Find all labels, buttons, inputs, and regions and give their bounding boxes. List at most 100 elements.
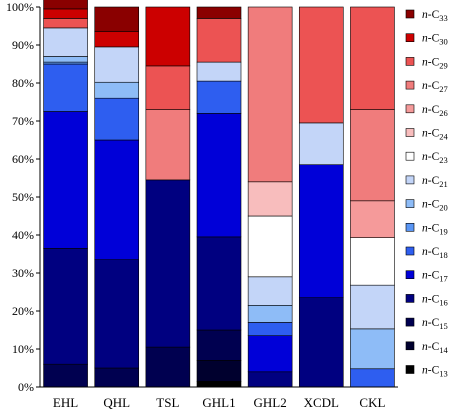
legend-swatch [405, 365, 415, 374]
bar-segment-GHL2-n-C16 [247, 371, 293, 388]
legend-label: n-C20 [422, 199, 448, 213]
x-tick-label: TSL [156, 395, 179, 410]
bar-segment-GHL2-n-C27 [247, 6, 293, 183]
legend-item: n-C17 [405, 270, 448, 284]
bar-segment-GHL1-n-C18 [196, 80, 242, 114]
legend-item: n-C26 [405, 104, 448, 118]
legend: n-C33 n-C30 n-C29 n-C27 n-C26 n-C24 n-C23 n-C21… [405, 9, 449, 379]
y-tick-label: 90% [12, 38, 34, 52]
y-tick-label: 30% [12, 266, 34, 280]
legend-label: n-C33 [422, 9, 448, 23]
legend-label: n-C21 [422, 175, 448, 189]
legend-item: n-C20 [405, 199, 448, 213]
bar-segment-GHL1-n-C33 [196, 6, 242, 19]
legend-swatch [405, 223, 415, 232]
bar-segment-GHL1-n-C29 [196, 18, 242, 63]
y-tick-label: 10% [12, 342, 34, 356]
legend-item: n-C15 [405, 317, 448, 331]
bar-segment-QHL-n-C21 [94, 46, 140, 83]
legend-swatch [405, 104, 415, 114]
legend-swatch [405, 128, 415, 137]
y-tick-label: 50% [12, 190, 34, 204]
legend-swatch [405, 151, 415, 161]
bar-segment-TSL-n-C27 [145, 109, 191, 181]
bar-segment-QHL-n-C30 [94, 31, 140, 48]
legend-item: n-C30 [405, 33, 448, 47]
bar-segment-EHL-n-C30 [43, 8, 88, 19]
bar-segment-GHL1-n-C16 [196, 236, 242, 331]
y-axis: 0% 10% 20% 30% 40% 50% 60% 70% 80% 90% 100% [6, 0, 41, 394]
x-tick-label: GHL2 [254, 395, 287, 410]
legend-swatch [405, 270, 415, 280]
bar-segment-TSL-n-C29 [145, 65, 191, 110]
bar-segment-GHL2-n-C17 [247, 335, 293, 373]
bar-segment-GHL1-n-C13 [196, 380, 242, 388]
x-tick-label: CKL [359, 395, 385, 410]
legend-label: n-C29 [422, 56, 448, 70]
bar-segment-QHL-n-C16 [94, 259, 140, 369]
legend-label: n-C27 [422, 80, 448, 94]
bar-segment-QHL-n-C20 [94, 81, 140, 99]
bar-segment-GHL2-n-C24 [247, 181, 293, 217]
bar-segment-QHL-n-C15 [94, 367, 140, 388]
legend-item: n-C16 [405, 293, 448, 307]
legend-swatch [405, 9, 415, 19]
legend-label: n-C26 [422, 104, 448, 118]
y-tick-label: 70% [12, 114, 34, 128]
legend-label: n-C24 [422, 128, 449, 142]
bar-segment-TSL-n-C15 [145, 346, 191, 388]
bar-segment-EHL-n-C18 [43, 63, 88, 112]
legend-item: n-C24 [405, 128, 449, 142]
legend-swatch [405, 294, 415, 303]
bar-segment-TSL-n-C16 [145, 179, 191, 348]
bar-segment-CKL-n-C20 [350, 328, 395, 370]
legend-item: n-C14 [405, 341, 449, 355]
bar-segment-GHL1-n-C17 [196, 113, 242, 238]
legend-swatch [405, 33, 415, 43]
y-tick-label: 100% [6, 0, 34, 14]
x-tick-label: XCDL [304, 395, 339, 410]
legend-label: n-C16 [422, 293, 448, 307]
legend-swatch [405, 199, 415, 208]
y-tick-label: 60% [12, 152, 34, 166]
legend-swatch [405, 57, 415, 66]
bar-segment-GHL2-n-C21 [247, 276, 293, 306]
legend-item: n-C13 [405, 365, 448, 379]
bar-segment-GHL1-n-C15 [196, 329, 242, 361]
bar-segment-CKL-n-C26 [350, 200, 395, 238]
bars [43, 0, 395, 388]
legend-label: n-C13 [422, 365, 448, 379]
x-tick-label: QHL [103, 395, 130, 410]
bar-segment-GHL1-n-C14 [196, 360, 242, 382]
legend-item: n-C23 [405, 151, 448, 165]
legend-item: n-C18 [405, 246, 448, 260]
legend-label: n-C19 [422, 222, 448, 236]
legend-label: n-C14 [422, 341, 449, 355]
legend-item: n-C29 [405, 56, 448, 70]
bar-segment-XCDL-n-C29 [298, 6, 344, 124]
legend-label: n-C17 [422, 270, 448, 284]
x-tick-label: GHL1 [202, 395, 235, 410]
bar-segment-CKL-n-C18 [350, 368, 395, 388]
bar-segment-EHL-n-C20 [43, 56, 88, 63]
bar-segment-GHL2-n-C18 [247, 322, 293, 336]
bar-segment-QHL-n-C18 [94, 97, 140, 141]
legend-swatch [405, 246, 415, 256]
bar-segment-XCDL-n-C17 [298, 164, 344, 298]
legend-swatch [405, 80, 415, 90]
legend-swatch [405, 175, 415, 185]
y-tick-label: 0% [18, 380, 34, 394]
bar-segment-CKL-n-C27 [350, 109, 395, 202]
legend-label: n-C30 [422, 33, 448, 47]
bar-segment-EHL-n-C29 [43, 18, 88, 29]
legend-swatch [405, 317, 415, 327]
y-tick-label: 20% [12, 304, 34, 318]
y-tick-label: 40% [12, 228, 34, 242]
bar-segment-XCDL-n-C21 [298, 122, 344, 166]
bar-segment-EHL-n-C16 [43, 248, 88, 365]
bar-segment-XCDL-n-C16 [298, 297, 344, 388]
bar-segment-GHL1-n-C21 [196, 61, 242, 82]
legend-item: n-C19 [405, 222, 448, 236]
bar-segment-GHL2-n-C23 [247, 215, 293, 278]
